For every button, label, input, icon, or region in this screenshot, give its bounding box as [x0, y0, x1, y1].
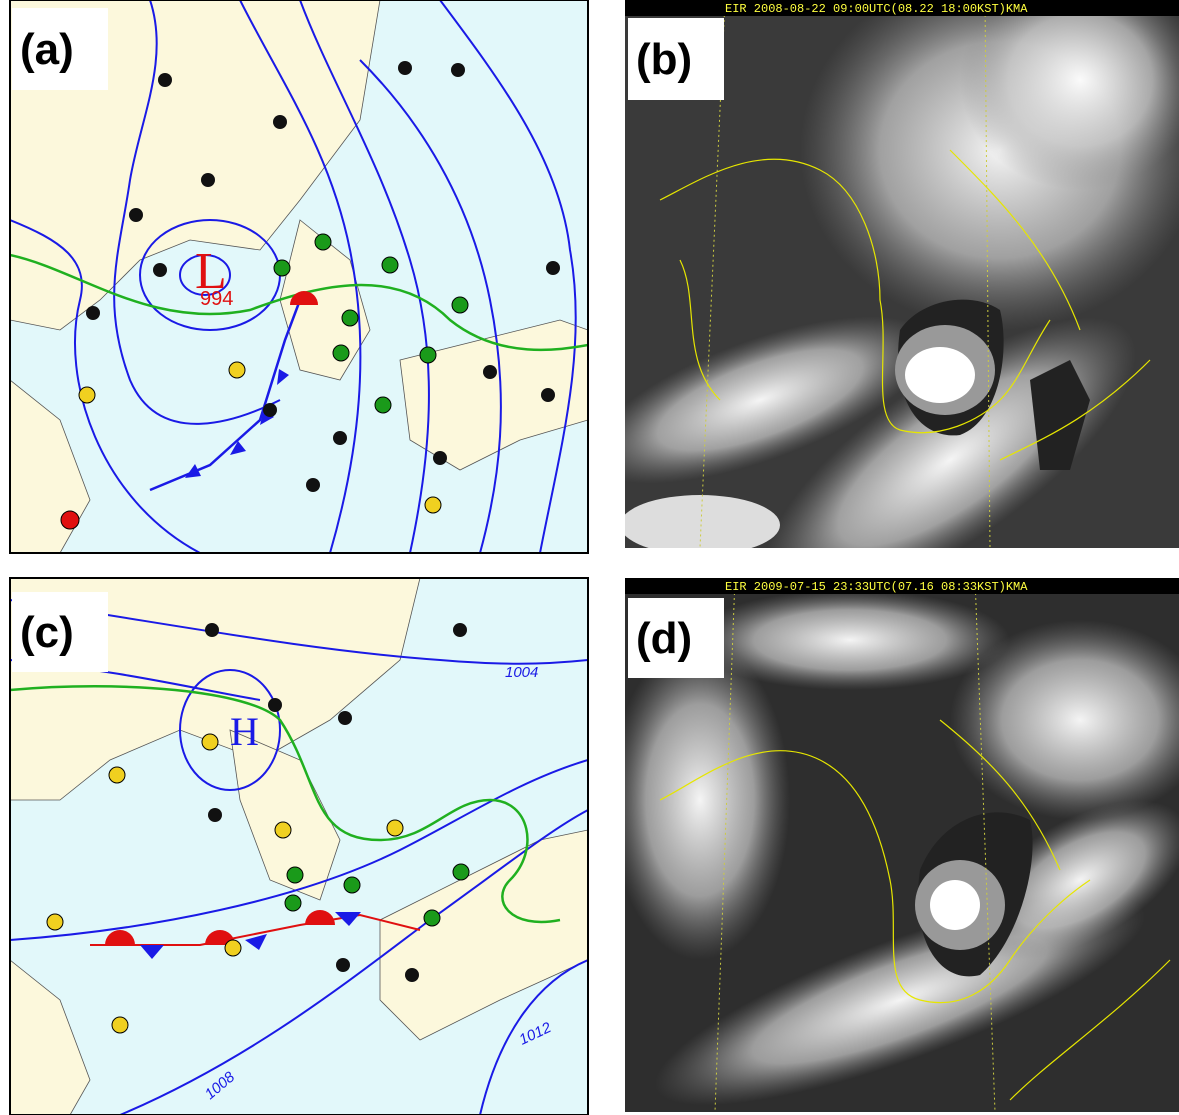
pressure-label: 994 — [200, 288, 233, 310]
isobar-label: 1004 — [505, 664, 538, 681]
panel-label: (c) — [20, 608, 74, 657]
satellite-header: EIR 2008-08-22 09:00UTC(08.22 18:00KST)K… — [725, 2, 1028, 16]
panel-label: (a) — [20, 25, 74, 74]
satellite-header: EIR 2009-07-15 23:33UTC(07.16 08:33KST)K… — [725, 580, 1028, 594]
figure: L 994 (a) EIR 2008-08-22 09:00UTC(08.22 … — [0, 0, 1179, 1115]
high-label: H — [230, 709, 259, 754]
panel-label: (d) — [636, 614, 692, 663]
panel-label: (b) — [636, 35, 692, 84]
